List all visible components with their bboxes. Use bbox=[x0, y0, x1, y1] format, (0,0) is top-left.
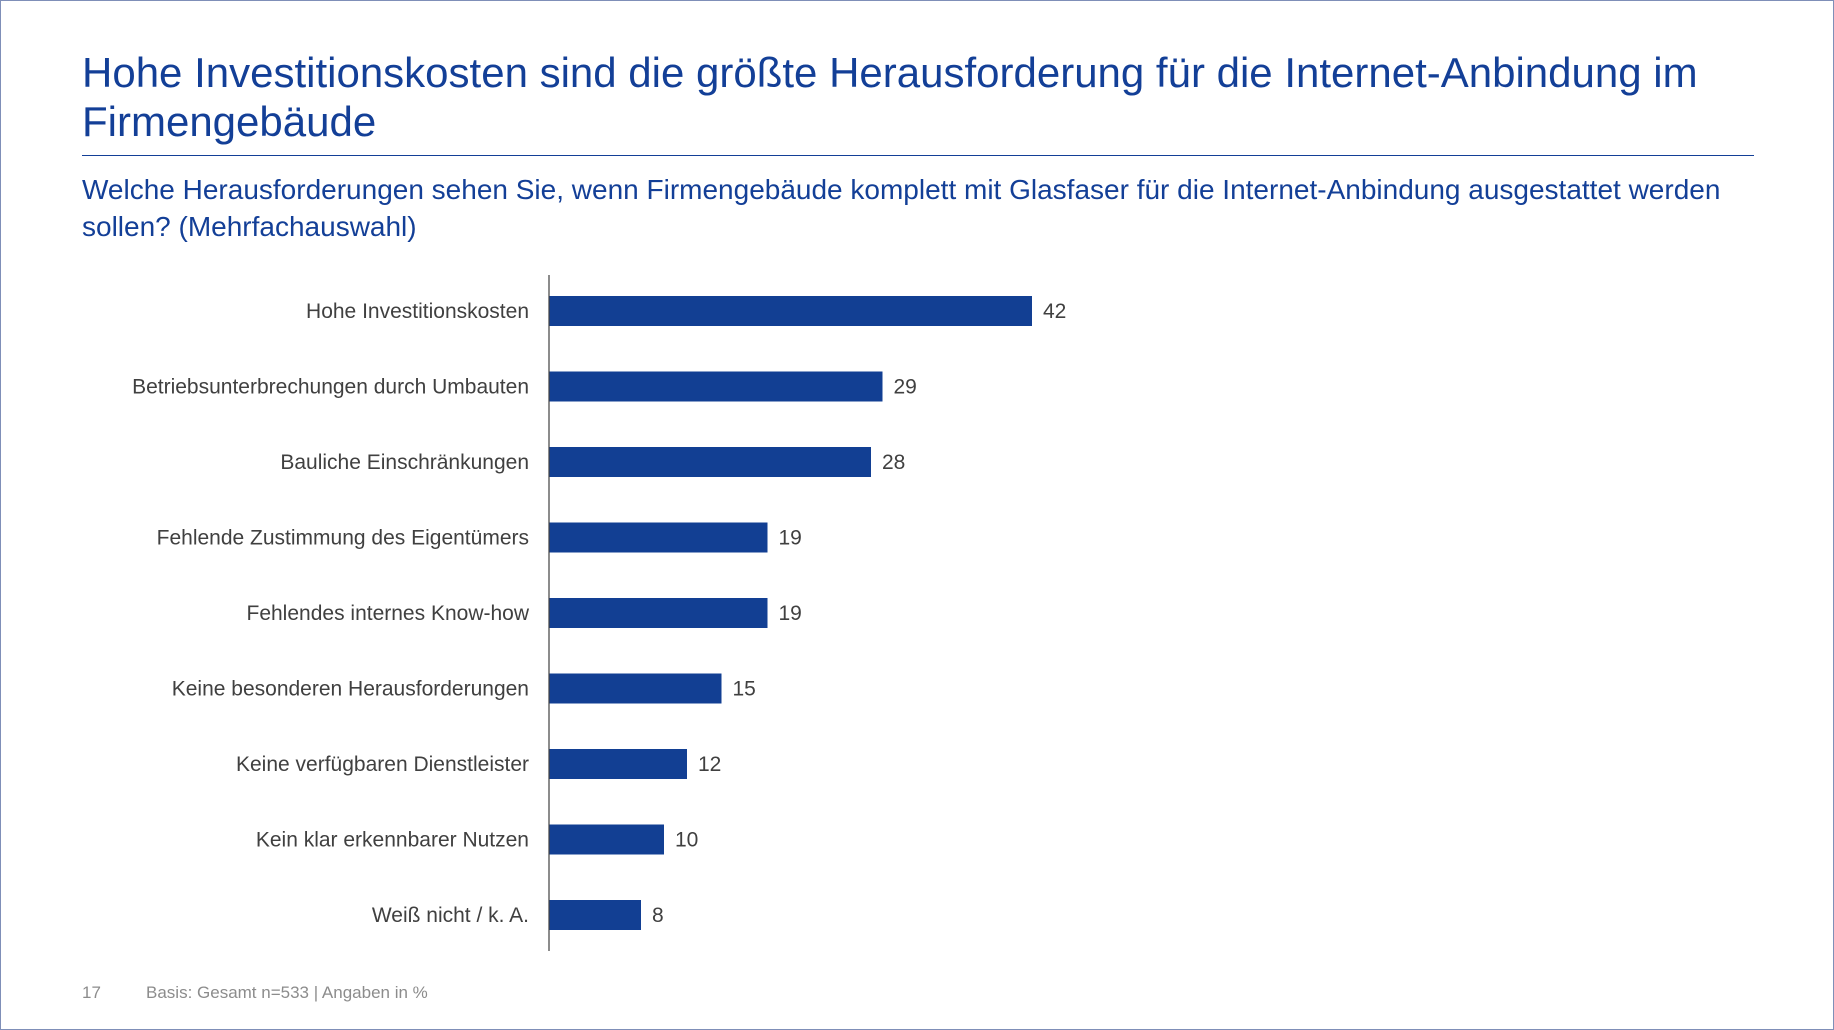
slide-title: Hohe Investitionskosten sind die größte … bbox=[82, 49, 1698, 145]
question-subtitle: Welche Herausforderungen sehen Sie, wenn… bbox=[82, 174, 1721, 242]
category-label: Betriebsunterbrechungen durch Umbauten bbox=[132, 376, 529, 399]
category-label: Kein klar erkennbarer Nutzen bbox=[256, 829, 529, 852]
bar bbox=[549, 824, 664, 855]
value-label: 10 bbox=[675, 829, 698, 852]
category-label: Weiß nicht / k. A. bbox=[372, 904, 529, 927]
category-label: Keine verfügbaren Dienstleister bbox=[236, 753, 529, 776]
value-label: 15 bbox=[733, 678, 756, 701]
bar bbox=[549, 522, 768, 553]
bar bbox=[549, 673, 722, 704]
bar bbox=[549, 296, 1032, 326]
value-label: 29 bbox=[894, 376, 917, 399]
category-label: Keine besonderen Herausforderungen bbox=[172, 678, 529, 701]
value-label: 42 bbox=[1043, 300, 1066, 323]
page-number: 17 bbox=[82, 983, 101, 1002]
value-label: 19 bbox=[779, 527, 802, 550]
bar bbox=[549, 598, 768, 628]
bar bbox=[549, 900, 641, 930]
title-divider bbox=[82, 155, 1754, 156]
category-label: Fehlendes internes Know-how bbox=[247, 602, 530, 625]
value-label: 19 bbox=[779, 602, 802, 625]
value-label: 12 bbox=[698, 753, 721, 776]
value-label: 8 bbox=[652, 904, 664, 927]
category-label: Bauliche Einschränkungen bbox=[280, 451, 529, 474]
value-label: 28 bbox=[882, 451, 905, 474]
bar bbox=[549, 447, 871, 477]
category-label: Hohe Investitionskosten bbox=[306, 300, 529, 323]
category-label: Fehlende Zustimmung des Eigentümers bbox=[157, 527, 529, 550]
bar bbox=[549, 371, 883, 402]
bar bbox=[549, 749, 687, 779]
footer-basis: Basis: Gesamt n=533 | Angaben in % bbox=[146, 983, 428, 1002]
